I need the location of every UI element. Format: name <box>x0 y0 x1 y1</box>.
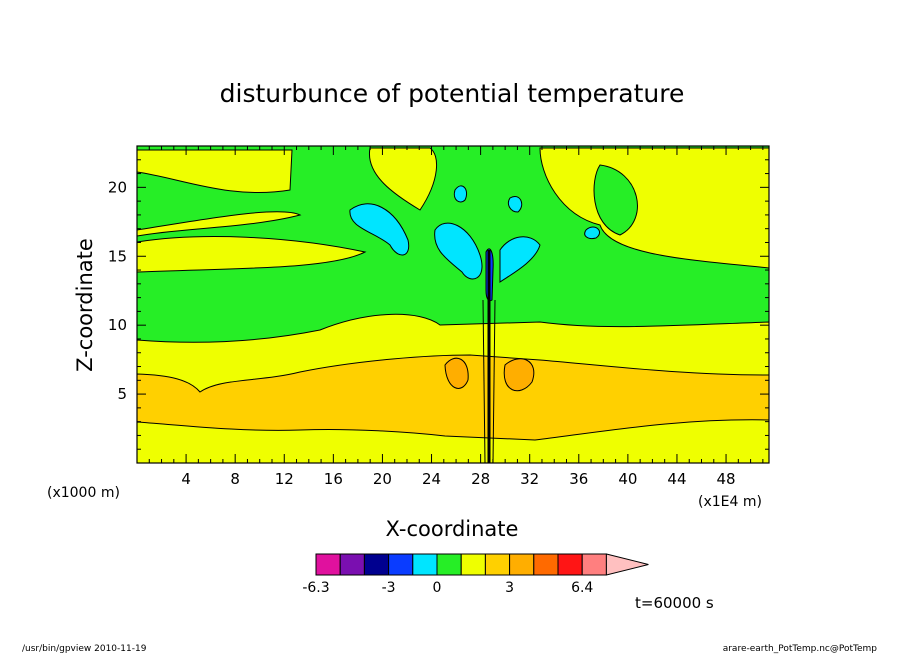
cyan-region-left <box>349 203 410 256</box>
colorbar-swatch <box>581 553 607 576</box>
x-tick-label: 16 <box>324 470 343 488</box>
plot-frame <box>136 145 770 464</box>
colorbar-swatch <box>509 553 535 576</box>
colorbar-tick-label: 3 <box>505 580 514 596</box>
band-yellow-lower <box>137 419 769 463</box>
x-tick-label: 44 <box>667 470 686 488</box>
x-tick-label: 12 <box>275 470 294 488</box>
colorbar-tick-label: -6.3 <box>302 580 329 596</box>
x-tick-label: 4 <box>181 470 191 488</box>
x-tick-label: 32 <box>520 470 539 488</box>
cyan-blob-top-2 <box>507 196 523 213</box>
x-unit-label: (x1E4 m) <box>698 494 762 510</box>
colorbar-tick-label: 6.4 <box>571 580 593 596</box>
x-tick-label: 20 <box>373 470 392 488</box>
colorbar-swatch <box>533 553 559 576</box>
y-tick-label: 15 <box>108 247 127 265</box>
x-tick-label: 8 <box>230 470 240 488</box>
x-axis-label: X-coordinate <box>386 517 519 541</box>
colorbar-tick-labels: -6.3 -3 0 3 6.4 <box>302 580 593 596</box>
plot-area <box>137 146 769 463</box>
colorbar-swatch <box>436 553 462 576</box>
upper-right-green-hole <box>593 164 638 236</box>
colorbar-tick-label: -3 <box>382 580 396 596</box>
x-tick-label: 24 <box>422 470 441 488</box>
cyan-region-center-left <box>434 222 483 280</box>
central-yellow-patch <box>369 147 438 211</box>
colorbar-swatch <box>363 553 390 576</box>
x-tick-label: 28 <box>471 470 490 488</box>
left-yellow-stripe <box>137 211 302 237</box>
colorbar-swatch <box>412 553 438 576</box>
x-tick-label: 36 <box>569 470 588 488</box>
cyan-blob-top-1 <box>453 185 468 203</box>
y-tick-label: 10 <box>108 316 127 334</box>
colorbar-swatch <box>484 553 511 576</box>
colorbar-swatch <box>460 553 486 576</box>
footer-left: /usr/bin/gpview 2010-11-19 <box>22 644 147 654</box>
colorbar-tick-label: 0 <box>433 580 442 596</box>
x-tick-label: 40 <box>618 470 637 488</box>
colorbar-extend-arrow <box>605 553 649 576</box>
mid-yellow-band <box>137 236 367 273</box>
colorbar-swatch <box>315 553 341 576</box>
y-unit-label: (x1000 m) <box>47 485 120 501</box>
colorbar-swatch <box>388 553 414 576</box>
y-axis-label: Z-coordinate <box>73 238 97 372</box>
upper-left-yellow-region <box>137 149 293 194</box>
y-tick-label: 5 <box>117 385 127 403</box>
x-axis-ticks: 4 8 12 16 20 24 28 32 36 40 44 48 <box>148 146 764 488</box>
y-axis-ticks: 5 10 15 20 <box>108 159 769 450</box>
time-label: t=60000 s <box>635 594 714 612</box>
chart-title: disturbunce of potential temperature <box>220 79 685 108</box>
orange-blob-right <box>503 358 535 392</box>
colorbar-swatch <box>557 553 583 576</box>
y-tick-label: 20 <box>108 178 127 196</box>
colorbar <box>315 553 649 576</box>
colorbar-swatch <box>339 553 365 576</box>
x-tick-label: 48 <box>717 470 736 488</box>
cyan-region-center-right <box>499 236 541 283</box>
cyan-blob-top-3 <box>584 226 600 239</box>
footer-right: arare-earth_PotTemp.nc@PotTemp <box>723 644 878 654</box>
orange-blob-left <box>444 357 469 389</box>
